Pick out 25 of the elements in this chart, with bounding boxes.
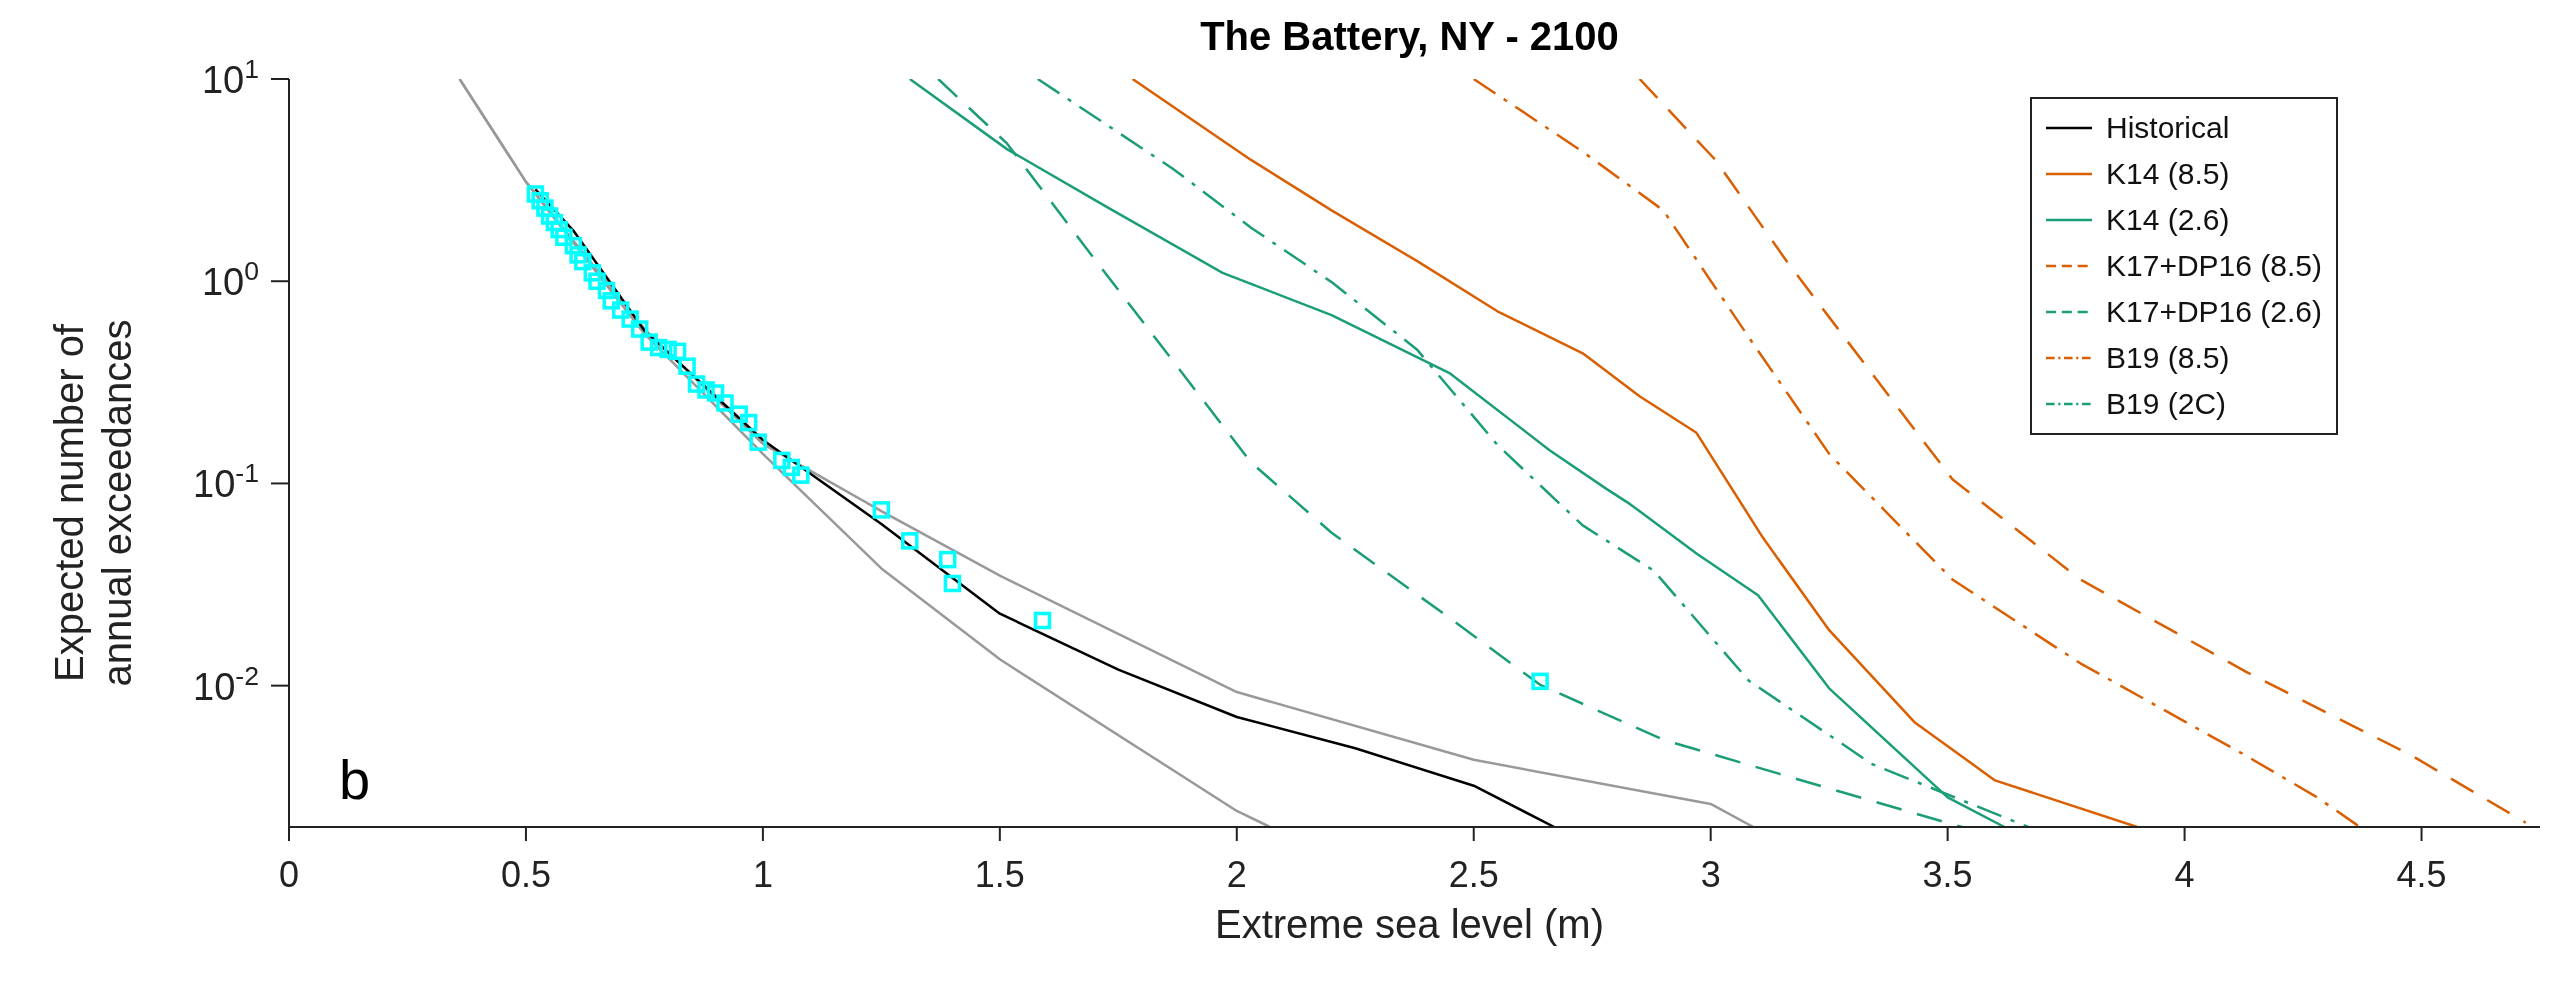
x-axis-title: Extreme sea level (m)	[1214, 902, 1605, 947]
legend-label: B19 (2C)	[2106, 387, 2227, 420]
x-tick-label: 2	[1226, 854, 1247, 895]
legend-label: Historical	[2106, 111, 2230, 144]
x-tick-label: 4.5	[2396, 854, 2447, 895]
y-tick-label: 10$^{0}$	[201, 256, 259, 304]
legend-label: K14 (8.5)	[2106, 157, 2230, 190]
x-tick-label: 1	[752, 854, 773, 895]
legend-label: K17+DP16 (8.5)	[2106, 249, 2322, 282]
x-tick-label: 3	[1700, 854, 1721, 895]
y-axis-title: Expected number of annual exceedances	[47, 319, 139, 687]
x-tick-label: 0	[278, 854, 300, 895]
y-tick-label: 10$^{-1}$	[193, 458, 259, 506]
legend-label: K14 (2.6)	[2106, 203, 2230, 236]
x-tick-label: 2.5	[1448, 854, 1499, 895]
legend-label: B19 (8.5)	[2106, 341, 2230, 374]
x-tick-label: 4	[2174, 854, 2195, 895]
x-tick-label: 0.5	[500, 854, 551, 895]
y-tick-label: 10$^{1}$	[201, 54, 259, 101]
x-tick-label: 3.5	[1922, 854, 1973, 895]
legend-label: K17+DP16 (2.6)	[2106, 295, 2322, 328]
annotation: b	[339, 747, 371, 812]
x-tick-label: 1.5	[974, 854, 1025, 895]
y-tick-label: 10$^{-2}$	[193, 660, 259, 708]
chart-title: The Battery, NY - 2100	[1199, 14, 1620, 59]
